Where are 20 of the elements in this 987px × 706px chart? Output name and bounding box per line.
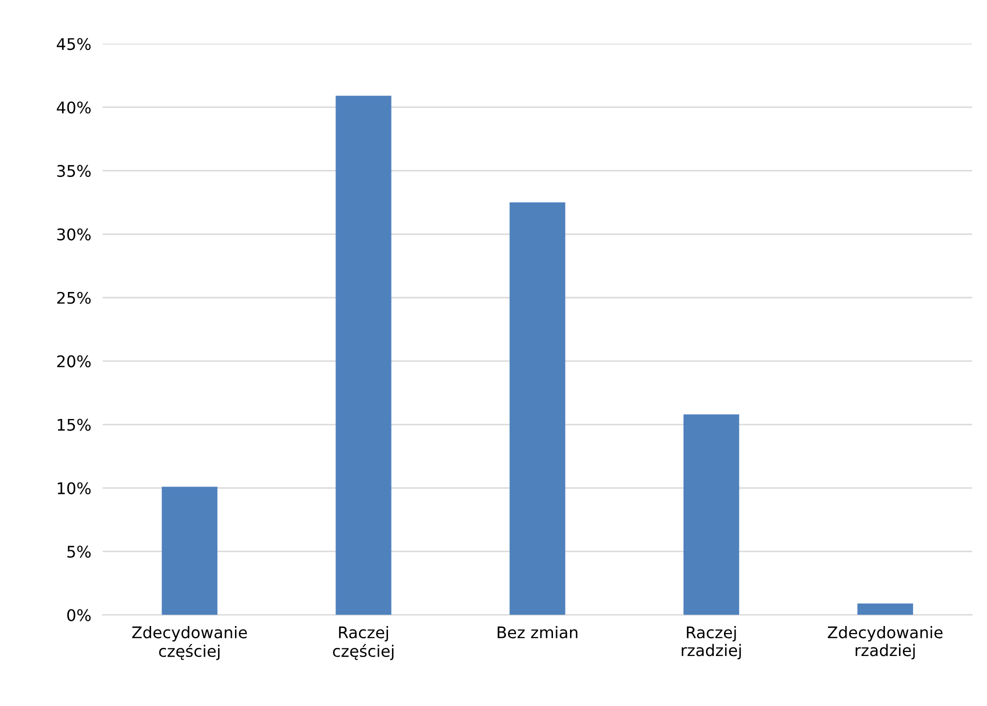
x-tick-label: Raczej częściej <box>332 626 394 660</box>
y-tick-label: 0% <box>67 609 91 622</box>
y-tick-label: 45% <box>56 38 91 50</box>
x-tick-label: Zdecydowanie częściej <box>132 626 247 660</box>
bar <box>857 604 914 615</box>
bar <box>510 202 566 615</box>
y-tick-label: 15% <box>58 418 91 431</box>
bar <box>684 414 740 615</box>
x-tick-label: Zdecydowanie rzadziej <box>828 626 943 660</box>
y-tick-label: 20% <box>57 355 91 368</box>
y-tick-label: 5% <box>67 546 91 558</box>
y-tick-label: 40% <box>56 101 91 114</box>
y-tick-label: 30% <box>57 228 91 240</box>
x-tick-label: Bez zmian <box>498 626 578 638</box>
x-tick-label: Raczej rzadziej <box>682 626 741 660</box>
y-tick-label: 25% <box>57 292 91 304</box>
y-tick-label: 10% <box>58 482 91 494</box>
y-tick-label: 35% <box>57 164 91 177</box>
bar <box>336 96 392 615</box>
bar <box>162 486 218 615</box>
